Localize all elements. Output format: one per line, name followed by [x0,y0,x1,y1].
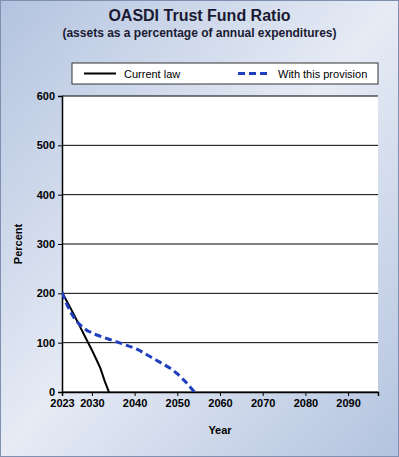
x-axis-title: Year [208,424,232,436]
tick-label: 2070 [251,397,275,409]
background [1,1,399,457]
tick-label: 2030 [80,397,104,409]
tick: 500 [37,139,62,151]
tick-label: 600 [37,90,55,102]
x-axis: 2023 2030 2040 2050 2060 2070 2080 2090 [50,392,378,409]
tick-mark [305,392,306,396]
y-axis: 0100200300400500600 [37,90,63,398]
tick: 2050 [166,392,190,409]
tick-mark [62,392,63,396]
tick-mark [58,195,62,196]
series-group [62,292,194,392]
tick: 2070 [251,392,275,409]
grid-line [62,293,378,294]
tick: 100 [37,337,62,349]
tick-mark [58,293,62,294]
tick-label: 2080 [294,397,318,409]
tick-mark [58,96,62,97]
tick: 2090 [336,392,360,409]
legend-swatch [84,73,116,75]
legend-label: Current law [124,68,180,80]
tick-mark [135,392,136,396]
tick: 200 [37,287,62,299]
tick-label: 300 [37,238,55,250]
tick: 2080 [294,392,318,409]
tick-label: 500 [37,139,55,151]
legend-label: With this provision [278,68,367,80]
tick: 400 [37,189,62,201]
legend-box [72,63,378,84]
series-line [62,292,194,392]
axis-line [58,97,63,393]
tick-label: 100 [37,337,55,349]
tick: 300 [37,238,62,250]
tick-mark [348,392,349,396]
tick: 2030 [80,392,104,409]
tick-mark [58,145,62,146]
tick-mark [58,244,62,245]
tick-mark [58,392,62,393]
plot-area [62,96,378,392]
tick: 2023 [50,392,74,409]
legend-swatch [238,72,270,75]
grid-line [62,145,378,146]
tick: 600 [37,90,62,102]
tick: 2040 [123,392,147,409]
tick-mark [220,392,221,396]
grid-line [62,194,378,195]
tick-mark [177,392,178,396]
axis-line [63,393,379,397]
legend: Current law With this provision [72,63,378,84]
tick-mark [58,343,62,344]
tick-label: 200 [37,287,55,299]
tick-label: 400 [37,189,55,201]
grid-line [62,96,378,97]
tick-mark [92,392,93,396]
tick-label: 2040 [123,397,147,409]
tick-label: 2090 [336,397,360,409]
y-axis-title: Percent [12,223,24,264]
title: OASDI Trust Fund Ratio [108,7,290,24]
grid-line [62,342,378,343]
tick-label: 2050 [166,397,190,409]
grid-line [62,244,378,245]
tick-mark [263,392,264,396]
tick-label: 2023 [50,397,74,409]
subtitle: (assets as a percentage of annual expend… [62,26,336,40]
tick: 2060 [208,392,232,409]
tick-label: 2060 [208,397,232,409]
